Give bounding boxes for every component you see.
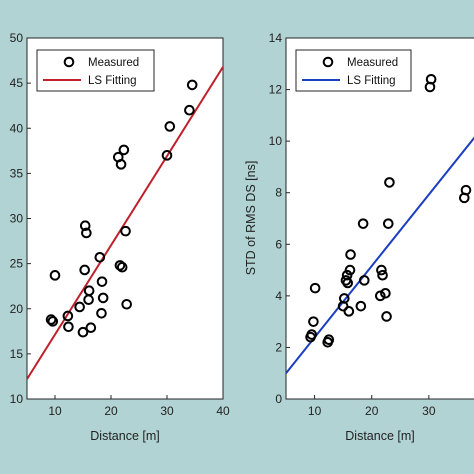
x-tick-label: 40 [216, 404, 230, 418]
data-point [45, 314, 57, 325]
data-point [49, 270, 61, 281]
plot-area [26, 37, 224, 400]
data-point [376, 264, 387, 276]
y-tick-label: 30 [10, 212, 24, 226]
y-tick-label: 45 [10, 76, 24, 90]
x-tick-label: 30 [160, 404, 174, 418]
data-point [96, 276, 108, 287]
data-point [382, 218, 394, 229]
y-tick-label: 35 [10, 166, 24, 180]
y-tick-label: 8 [275, 186, 282, 200]
y-tick-label: 12 [269, 83, 283, 97]
legend-label-measured: Measured [88, 57, 139, 69]
data-point [345, 249, 356, 260]
data-point [381, 311, 392, 322]
data-point [374, 290, 386, 302]
legend-box [295, 49, 412, 92]
markers [305, 73, 472, 348]
fit-line [27, 66, 223, 380]
data-point [62, 310, 74, 322]
data-point [97, 292, 109, 304]
left-chart: 10 20 30 40 10 15 20 25 30 35 40 45 50 Distance [m]… [10, 31, 230, 443]
y-tick-label: 4 [275, 289, 282, 303]
data-point [116, 261, 128, 273]
data-point [96, 307, 107, 319]
legend-label-fit: LS Fitting [347, 75, 396, 87]
data-point [115, 159, 127, 170]
data-point [161, 150, 173, 161]
data-point [81, 227, 92, 239]
y-axis-label: STD of RMS DS [ns] [244, 161, 258, 276]
data-point [186, 79, 198, 91]
y-tick-label: 40 [10, 121, 24, 135]
data-point [79, 264, 90, 276]
data-point [114, 260, 126, 271]
data-point [121, 298, 132, 310]
data-point [342, 277, 354, 289]
data-point [164, 121, 176, 132]
y-tick-label: 0 [275, 392, 282, 406]
data-point [425, 73, 437, 85]
x-tick-label: 20 [365, 404, 379, 418]
legend-label-measured: Measured [347, 57, 398, 69]
data-point [47, 316, 59, 327]
markers [45, 79, 198, 338]
right-chart: 10 20 30 0 2 4 6 8 10 12 14 Distance [m] STD of R… [244, 31, 474, 443]
legend-label-fit: LS Fitting [88, 75, 137, 87]
data-point [358, 275, 370, 286]
data-point [77, 326, 89, 338]
x-axis-label: Distance [m] [90, 429, 159, 443]
x-tick-label: 30 [422, 404, 436, 418]
plot-area [285, 37, 474, 400]
data-point [338, 293, 350, 304]
data-point [344, 264, 356, 276]
y-ticks: 0 2 4 6 8 10 12 14 [269, 31, 290, 406]
data-point [377, 269, 388, 281]
data-point [79, 220, 91, 232]
y-tick-label: 10 [269, 134, 283, 148]
data-point [118, 144, 130, 156]
y-tick-label: 50 [10, 31, 24, 45]
x-axis-label: Distance [m] [345, 429, 414, 443]
y-tick-label: 2 [275, 340, 282, 354]
y-tick-label: 10 [10, 392, 24, 406]
legend-marker [322, 56, 334, 68]
data-point [63, 321, 74, 333]
data-point [460, 184, 472, 196]
data-point [309, 282, 321, 294]
x-tick-label: 20 [104, 404, 118, 418]
x-ticks: 10 20 30 [308, 395, 436, 418]
data-point [384, 177, 395, 188]
data-point [357, 218, 369, 229]
data-point [343, 306, 355, 317]
fit-line [286, 136, 474, 374]
legend-marker [63, 56, 75, 68]
y-tick-label: 20 [10, 302, 24, 316]
data-point [120, 225, 131, 237]
x-tick-label: 10 [48, 404, 62, 418]
x-ticks: 10 20 30 40 [48, 395, 230, 418]
y-tick-label: 25 [10, 257, 24, 271]
y-tick-label: 15 [10, 347, 24, 361]
legend: Measured LS Fitting [295, 49, 412, 92]
data-point [306, 329, 318, 340]
legend: Measured LS Fitting [36, 49, 155, 92]
data-point [85, 322, 97, 334]
data-point [323, 334, 335, 345]
data-point [380, 287, 391, 299]
y-tick-label: 14 [269, 31, 283, 45]
data-point [308, 316, 319, 327]
y-tick-label: 6 [275, 237, 282, 251]
x-tick-label: 10 [308, 404, 322, 418]
data-point [94, 252, 106, 263]
data-point [184, 104, 195, 116]
legend-box [36, 49, 155, 92]
data-point [355, 300, 367, 312]
data-point [74, 301, 85, 313]
data-point [83, 285, 95, 297]
y-ticks: 10 15 20 25 30 35 40 45 50 [10, 31, 31, 406]
